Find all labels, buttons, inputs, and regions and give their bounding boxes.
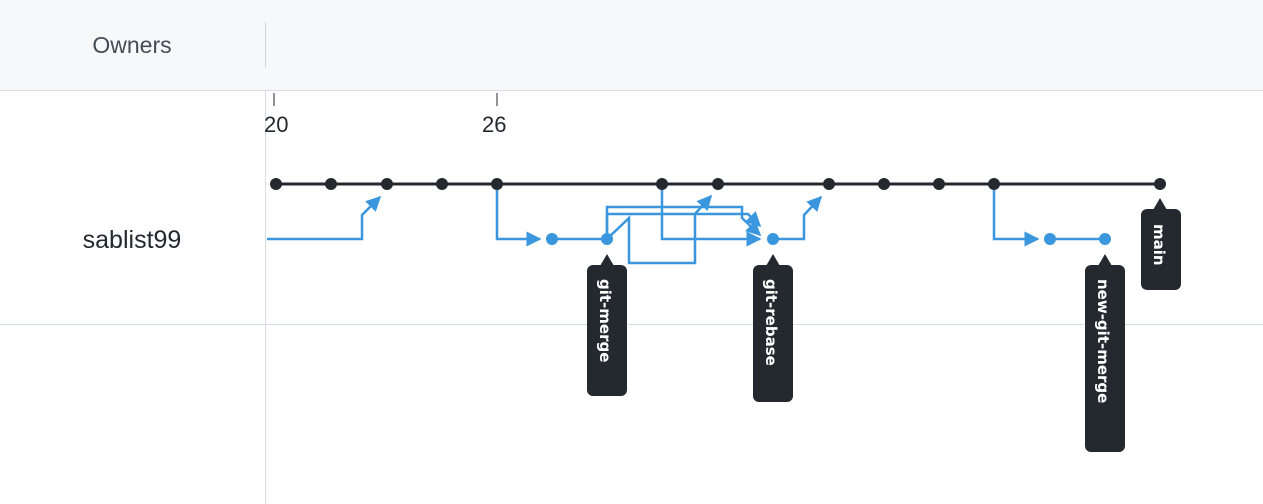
branch-lines	[267, 190, 1105, 265]
commit-dot[interactable]	[1044, 233, 1056, 245]
commit-dot[interactable]	[381, 178, 393, 190]
branch-off-line	[495, 190, 542, 247]
merge-into-main-line	[267, 195, 382, 241]
commit-dot[interactable]	[325, 178, 337, 190]
tick-label: 20	[264, 112, 288, 137]
branch-segment	[606, 194, 712, 265]
commit-dot[interactable]	[767, 233, 779, 245]
commit-dot[interactable]	[1099, 233, 1111, 245]
commit-dot[interactable]	[933, 178, 945, 190]
tick-label: 26	[482, 112, 506, 137]
commit-dot[interactable]	[712, 178, 724, 190]
merge-into-main-line	[774, 195, 823, 241]
network-header: Owners	[0, 0, 1263, 91]
commit-dot[interactable]	[436, 178, 448, 190]
branch-label-text: git-rebase	[762, 279, 780, 366]
branch-commits	[546, 233, 1111, 245]
branch-label-text: git-merge	[596, 279, 614, 362]
commit-dot[interactable]	[823, 178, 835, 190]
branch-label-main[interactable]: main	[1141, 198, 1181, 290]
branch-label-git-rebase[interactable]: git-rebase	[753, 254, 793, 402]
owner-row-divider	[0, 324, 1263, 325]
owners-column-title: Owners	[92, 31, 172, 58]
branch-label-git-merge[interactable]: git-merge	[587, 254, 627, 396]
branch-label-text: new-git-merge	[1094, 279, 1112, 403]
branch-label-new-git-merge[interactable]: new-git-merge	[1085, 254, 1125, 452]
owner-column-divider	[265, 91, 266, 504]
branch-segment	[660, 190, 762, 247]
main-commits	[270, 178, 1166, 190]
owner-name[interactable]: sablist99	[82, 225, 182, 254]
commit-dot[interactable]	[878, 178, 890, 190]
commit-dot[interactable]	[601, 233, 613, 245]
branch-segment	[605, 211, 762, 239]
branch-label-text: main	[1150, 224, 1168, 266]
commit-dot[interactable]	[656, 178, 668, 190]
commit-dot[interactable]	[491, 178, 503, 190]
commit-dot[interactable]	[1154, 178, 1166, 190]
branch-off-line	[992, 190, 1040, 247]
commit-dot[interactable]	[546, 233, 558, 245]
commit-dot[interactable]	[270, 178, 282, 190]
header-divider	[265, 22, 266, 68]
commit-dot[interactable]	[988, 178, 1000, 190]
